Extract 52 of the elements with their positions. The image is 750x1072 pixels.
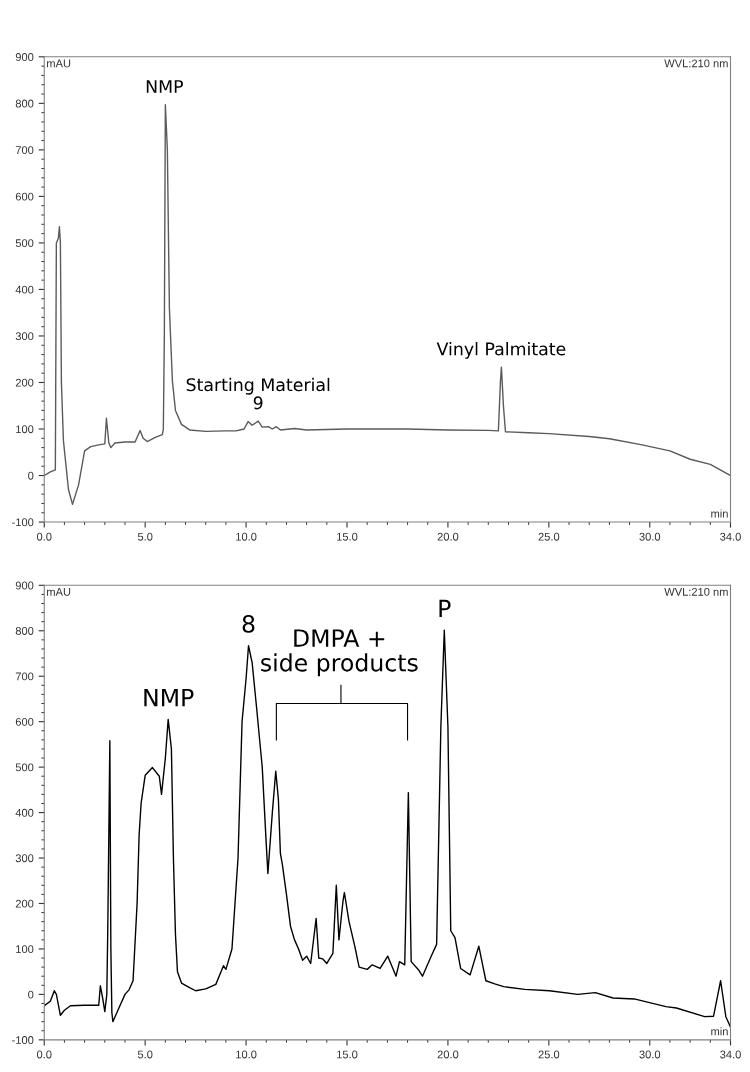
x-tick-label: 5.0 [137, 532, 153, 541]
annotation: NMP [144, 688, 194, 707]
x-axis-title: min [711, 509, 728, 518]
y-tick-label: -100 [12, 518, 34, 527]
x-tick-label: 5.0 [137, 1050, 153, 1059]
y-tick-label: 600 [15, 717, 34, 726]
y-tick-label: 400 [15, 808, 34, 817]
annotation: Starting Material 9 [186, 377, 330, 410]
annotation: NMP [146, 80, 183, 93]
y-tick-label: 900 [15, 581, 34, 590]
y-tick-label: 900 [15, 53, 34, 61]
y-axis-title: mAU [47, 587, 71, 596]
x-tick-label: 30.0 [639, 1050, 661, 1059]
annotation: WVL:210 nm [664, 587, 728, 596]
x-tick-label: 25.0 [538, 532, 560, 541]
y-tick-label: 0 [28, 471, 34, 480]
x-tick-label: 0.0 [36, 1050, 52, 1059]
y-tick-label: 400 [15, 285, 34, 294]
y-axis-title: mAU [47, 59, 71, 68]
y-tick-label: -100 [12, 1036, 34, 1044]
y-tick-label: 300 [15, 854, 34, 863]
line-series [44, 104, 731, 506]
y-tick-label: 500 [15, 763, 34, 772]
y-tick-label: 300 [15, 332, 34, 341]
y-tick-label: 0 [28, 990, 34, 999]
y-tick-label: 100 [16, 945, 34, 954]
x-tick-label: 10.0 [236, 1050, 257, 1059]
annotation: WVL:210 nm [664, 59, 728, 68]
x-tick-label: 30.0 [639, 532, 661, 541]
y-tick-label: 600 [15, 192, 34, 201]
y-tick-label: 800 [15, 627, 34, 635]
x-tick-label: 0.0 [36, 532, 52, 541]
x-tick-label: 10.0 [236, 532, 257, 541]
annotation: P [439, 599, 451, 618]
x-tick-label: 20.0 [437, 1050, 459, 1059]
y-tick-label: 200 [15, 378, 34, 387]
x-tick-label: 34.0 [720, 1050, 741, 1059]
x-tick-label: 15.0 [337, 1050, 358, 1059]
y-tick-label: 700 [15, 672, 34, 681]
y-tick-label: 700 [15, 146, 34, 154]
x-axis-title: min [711, 1027, 728, 1036]
y-tick-label: 100 [16, 425, 34, 434]
x-tick-label: 25.0 [538, 1050, 560, 1059]
x-tick-label: 34.0 [720, 532, 741, 541]
y-tick-label: 800 [15, 99, 34, 108]
annotation: 8 [242, 615, 255, 633]
x-tick-label: 15.0 [337, 532, 358, 541]
y-tick-label: 500 [15, 239, 34, 248]
x-tick-label: 20.0 [437, 532, 459, 541]
annotation: Vinyl Palmitate [436, 342, 566, 359]
y-tick-label: 200 [15, 899, 34, 908]
annotation: DMPA + side products [261, 629, 418, 677]
